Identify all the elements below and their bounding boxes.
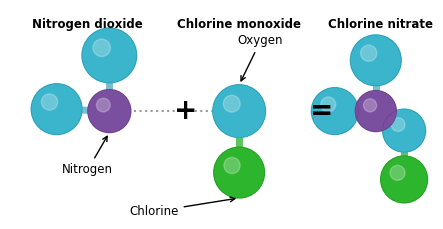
Text: Chlorine: Chlorine	[129, 197, 235, 218]
Text: Oxygen: Oxygen	[238, 34, 284, 81]
Circle shape	[355, 91, 396, 132]
Text: Chlorine nitrate: Chlorine nitrate	[328, 18, 433, 31]
Circle shape	[390, 165, 405, 180]
Circle shape	[381, 156, 427, 203]
Text: Nitrogen: Nitrogen	[62, 136, 113, 176]
Circle shape	[321, 97, 336, 112]
Circle shape	[350, 35, 401, 86]
Circle shape	[88, 90, 131, 133]
Circle shape	[383, 109, 426, 152]
Circle shape	[223, 95, 240, 112]
Text: =: =	[311, 97, 334, 125]
Circle shape	[213, 85, 265, 137]
Circle shape	[224, 157, 240, 174]
Circle shape	[97, 98, 110, 112]
Circle shape	[41, 94, 58, 110]
Circle shape	[31, 84, 82, 134]
Circle shape	[391, 118, 405, 131]
Circle shape	[82, 28, 136, 83]
Circle shape	[361, 45, 377, 61]
Text: Chlorine monoxide: Chlorine monoxide	[177, 18, 301, 31]
Circle shape	[311, 88, 358, 134]
Circle shape	[364, 99, 377, 112]
Text: +: +	[174, 97, 197, 125]
Circle shape	[93, 39, 110, 57]
Text: Nitrogen dioxide: Nitrogen dioxide	[32, 18, 143, 31]
Circle shape	[214, 147, 264, 198]
